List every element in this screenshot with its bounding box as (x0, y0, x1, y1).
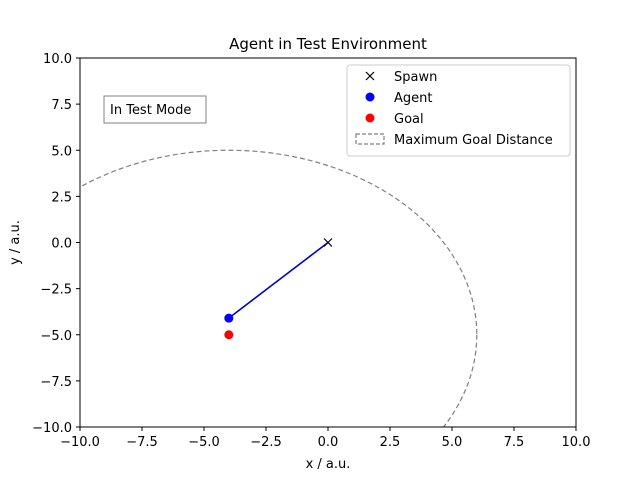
y-tick-label: −2.5 (40, 283, 72, 298)
markers (224, 238, 333, 340)
legend-swatch-maximum-goal-distance (355, 133, 385, 145)
y-tick-label: −5.0 (40, 329, 72, 344)
x-tick-label: −10.0 (60, 435, 100, 450)
y-tick-label: −10.0 (32, 421, 72, 436)
x-axis-label: x / a.u. (306, 457, 351, 472)
legend-frame (346, 64, 571, 157)
y-tick-label: 7.5 (51, 98, 72, 113)
x-tick-label: 2.5 (380, 435, 401, 450)
legend-label-spawn: Spawn (394, 70, 437, 85)
max-goal-distance-circle (80, 149, 478, 427)
x-tick-label: 7.5 (504, 435, 525, 450)
x-tick-label: 0.0 (318, 435, 339, 450)
legend-label-maximum-goal-distance: Maximum Goal Distance (394, 133, 553, 148)
legend-swatch-goal (365, 113, 375, 123)
axis-ticks: −10.0 −7.5 −5.0 −2.5 0.0 2.5 5.0 7.5 10.0 −10.0 −7… (32, 52, 590, 450)
x-tick-label: −2.5 (250, 435, 282, 450)
legend-label-goal: Goal (394, 112, 424, 127)
legend-swatch-agent (365, 92, 375, 102)
goal-marker (224, 330, 234, 340)
x-tick-label: 5.0 (442, 435, 463, 450)
legend-swatch-spawn (365, 71, 375, 81)
x-tick-label: −5.0 (188, 435, 220, 450)
x-stroke (323, 238, 333, 247)
plot-content (80, 149, 478, 427)
spawn-marker (323, 238, 333, 247)
legend-label-agent: Agent (394, 91, 432, 106)
legend: Spawn Agent Goal Maximum Goal Distance (346, 64, 571, 157)
annotation-text: In Test Mode (110, 103, 191, 118)
y-tick-label: 5.0 (51, 144, 72, 159)
annotation-box: In Test Mode (103, 95, 207, 124)
chart-title: Agent in Test Environment (229, 35, 427, 53)
x-tick-label: 10.0 (562, 435, 591, 450)
y-tick-label: 0.0 (51, 237, 72, 252)
agent-trajectory-line (228, 241, 329, 319)
y-axis-label: y / a.u. (8, 220, 23, 265)
plot-frame (79, 57, 577, 428)
x-stroke (365, 71, 375, 81)
y-tick-label: 10.0 (43, 52, 72, 67)
x-tick-label: −7.5 (126, 435, 158, 450)
y-tick-label: −7.5 (40, 375, 72, 390)
y-tick-label: 2.5 (51, 190, 72, 205)
agent-marker (224, 313, 234, 323)
